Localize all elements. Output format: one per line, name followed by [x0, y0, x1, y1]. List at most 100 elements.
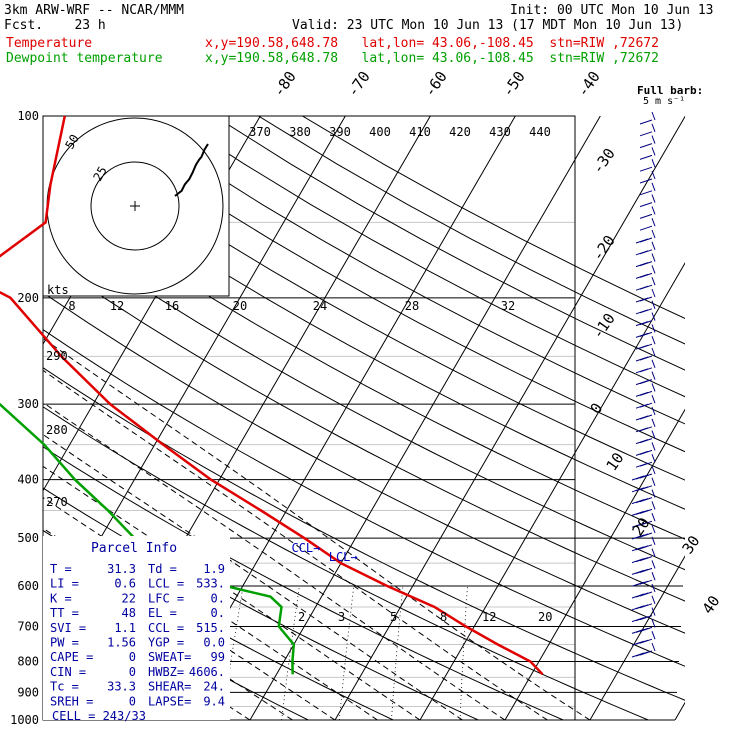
full-barb-unit: 5 m s⁻¹	[643, 96, 685, 107]
parcel-info-value: 0	[129, 650, 136, 664]
wind-barb	[635, 371, 656, 386]
hodograph-ring-label: 25	[90, 164, 109, 184]
theta-label: 370	[249, 125, 271, 139]
pressure-label-900: 900	[17, 685, 39, 699]
isotherm	[249, 116, 601, 720]
isotherm	[589, 555, 685, 720]
wind-barb	[635, 229, 656, 244]
mixing-ratio-label: 12	[482, 610, 496, 624]
mixing-ratio-label: 3	[338, 610, 345, 624]
theta-label: 380	[289, 125, 311, 139]
hodograph-trace	[174, 143, 209, 197]
pressure-label-600: 600	[17, 579, 39, 593]
theta-label: 430	[489, 125, 511, 139]
wind-barb	[635, 265, 656, 279]
dry-adiabat	[43, 406, 649, 720]
mixing-ratio-line	[459, 585, 468, 720]
parcel-info-cell: CELL = 243/33	[52, 709, 146, 723]
dry-adiabat	[43, 185, 685, 540]
lcl-marker: LCL→	[329, 550, 358, 564]
hodograph-speed-label: 24	[313, 299, 327, 313]
parcel-info-key: SHEAR=	[148, 680, 191, 694]
parcel-info-key: LCL =	[148, 577, 184, 591]
pressure-label-1000: 1000	[10, 713, 39, 727]
wind-barb	[631, 583, 656, 599]
parcel-info-value: 33.3	[107, 680, 136, 694]
wind-barb	[635, 324, 656, 338]
wind-barb	[639, 135, 656, 149]
parcel-info-key: CAPE =	[50, 650, 93, 664]
parcel-info-value: 1.1	[114, 621, 136, 635]
parcel-info-value: 48	[122, 606, 136, 620]
dry-adiabat	[43, 118, 685, 481]
theta-label: 410	[409, 125, 431, 139]
isotherm	[504, 408, 685, 720]
wind-barb	[635, 383, 656, 397]
pressure-label-700: 700	[17, 619, 39, 633]
pressure-label-300: 300	[17, 397, 39, 411]
isotherm-label: -50	[499, 68, 529, 101]
mixing-ratio-label: 2	[298, 610, 305, 624]
valid-time: Valid: 23 UTC Mon 10 Jun 13 (17 MDT Mon …	[292, 18, 684, 33]
dry-adiabat	[126, 116, 685, 425]
wind-barb	[635, 430, 656, 445]
parcel-info-value: 1.56	[107, 636, 136, 650]
parcel-info-value: 4606.	[189, 665, 225, 679]
parcel-info-panel: Parcel Info T = 31.3 Td = 1.9 LI = 0.6 LCL = 533…	[43, 536, 230, 723]
parcel-info-key: Td =	[148, 562, 177, 576]
wind-barb	[639, 159, 656, 172]
wind-barb	[631, 619, 656, 634]
parcel-info-key: YGP =	[148, 636, 184, 650]
wind-barb	[635, 336, 656, 350]
wind-barb	[631, 513, 656, 528]
dry-adiabat	[43, 220, 685, 571]
wind-barb	[635, 442, 656, 456]
wind-barb	[635, 347, 656, 362]
model-title: 3km ARW-WRF -- NCAR/MMM	[4, 3, 185, 18]
parcel-info-value: 31.3	[107, 562, 136, 576]
parcel-info-value: 0.6	[114, 577, 136, 591]
parcel-info-key: PW =	[50, 636, 79, 650]
forecast-hour: Fcst. 23 h	[4, 18, 106, 33]
isotherm	[419, 262, 685, 720]
hodograph-speed-label: 12	[110, 299, 124, 313]
wind-barb	[631, 631, 656, 646]
hodograph-speed-label: 28	[405, 299, 419, 313]
parcel-info-key: T =	[50, 562, 72, 576]
dry-adiabat	[43, 151, 685, 510]
wind-barb	[631, 548, 656, 564]
theta-label: 420	[449, 125, 471, 139]
theta-label-lower: 270	[46, 495, 68, 509]
wind-barb	[631, 465, 656, 481]
parcel-info-value: 533.	[196, 577, 225, 591]
dry-adiabat	[82, 116, 685, 453]
wind-barb	[635, 418, 656, 433]
wind-barb	[639, 182, 656, 196]
wind-barb	[631, 489, 656, 505]
temperature-legend-info: x,y=190.58,648.78 lat,lon= 43.06,-108.45…	[205, 36, 659, 51]
temperature-profile	[0, 115, 544, 676]
wind-barb	[635, 253, 656, 268]
mixing-ratio-label: 5	[390, 610, 397, 624]
parcel-info-key: TT =	[50, 606, 79, 620]
ccl-marker: CCL→	[291, 541, 320, 555]
wind-barb	[631, 524, 656, 540]
wind-barb	[635, 241, 656, 256]
dry-adiabat	[170, 116, 685, 398]
wind-barb	[635, 312, 656, 327]
isotherm-label: -60	[421, 68, 451, 101]
wind-barb	[635, 288, 656, 303]
wind-barb	[635, 454, 656, 468]
parcel-info-value: 515.	[196, 621, 225, 635]
parcel-info-key: Tc =	[50, 680, 79, 694]
wind-barb	[635, 300, 656, 315]
parcel-info-value: 1.9	[203, 562, 225, 576]
isotherm	[334, 116, 685, 720]
parcel-info-key: CCL =	[148, 621, 184, 635]
wind-barb	[639, 206, 656, 219]
parcel-info-value: 0.	[211, 591, 225, 605]
wind-barb	[631, 536, 656, 552]
parcel-info-value: 0	[129, 665, 136, 679]
pressure-label-100: 100	[17, 109, 39, 123]
